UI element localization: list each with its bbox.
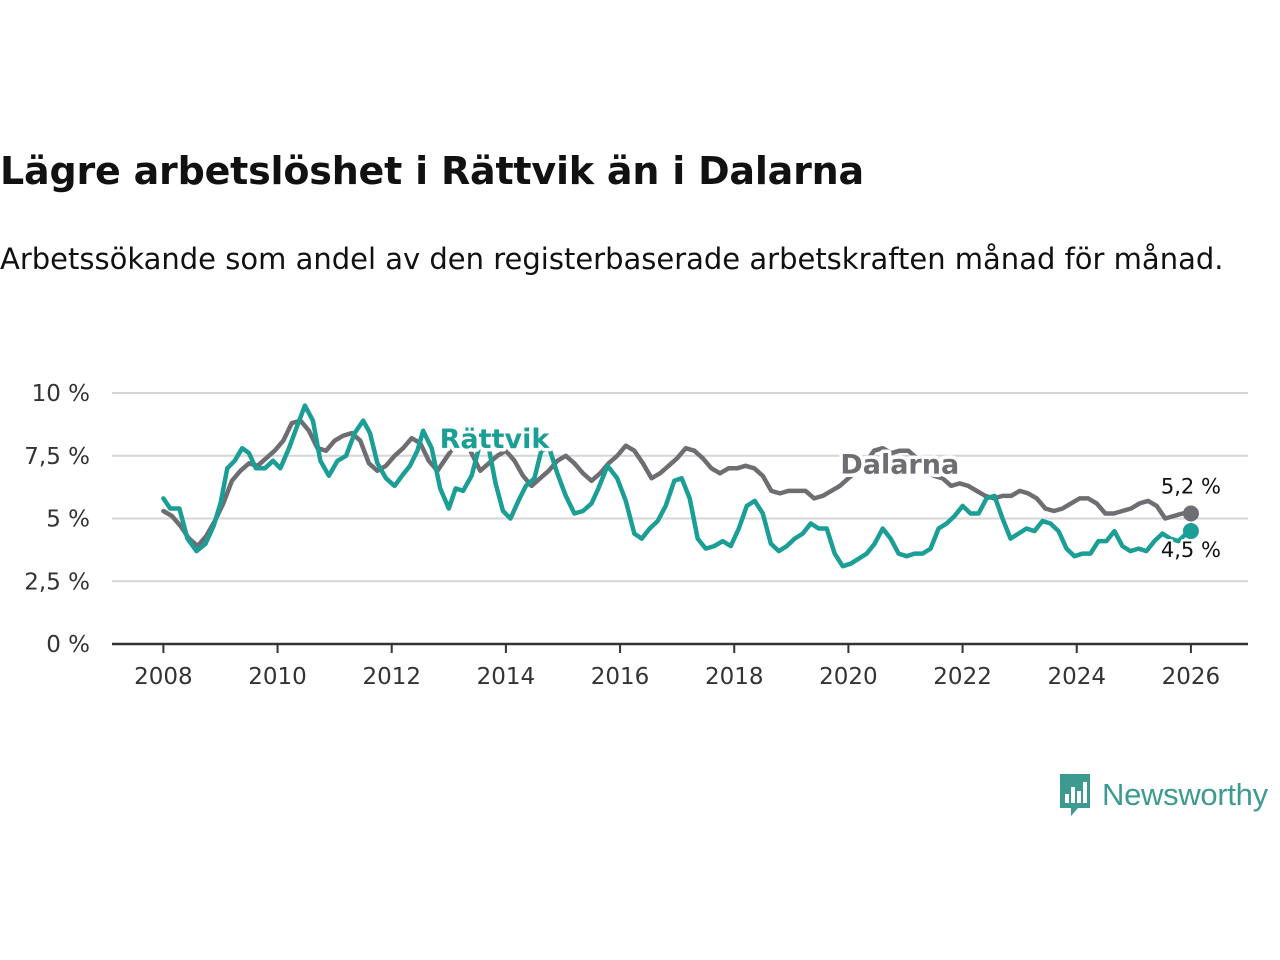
x-tick-label: 2020	[819, 664, 878, 690]
x-tick-label: 2024	[1047, 664, 1106, 690]
y-tick-label: 0 %	[46, 632, 90, 658]
y-tick-label: 2,5 %	[24, 569, 90, 595]
y-tick-label: 7,5 %	[24, 444, 90, 470]
x-tick-label: 2022	[933, 664, 992, 690]
chart-subtitle: Arbetssökande som andel av den registerb…	[0, 242, 1224, 276]
series-line-dalarna	[161, 418, 1194, 549]
label-layer: 0 % 2,5 % 5 % 7,5 % 10 % 2008 2010 2012 2014 2016…	[24, 381, 1223, 690]
newsworthy-brand: Newsworthy	[1058, 772, 1268, 818]
brand-name: Newsworthy	[1102, 777, 1268, 812]
x-tick-label: 2014	[477, 664, 536, 690]
x-tick-label: 2010	[248, 664, 307, 690]
y-tick-label: 10 %	[32, 381, 90, 407]
end-value-label-rättvik: 4,5 %	[1161, 538, 1221, 562]
series-label-rättvik: Rättvik	[440, 424, 551, 455]
x-tick-label: 2012	[362, 664, 421, 690]
y-tick-label: 5 %	[46, 507, 90, 533]
series-layer	[161, 403, 1199, 569]
x-tick-label: 2026	[1162, 664, 1221, 690]
series-label-dalarna: Dalarna	[840, 449, 959, 480]
end-marker-rättvik	[1182, 523, 1199, 540]
line-chart: 0 % 2,5 % 5 % 7,5 % 10 % 2008 2010 2012 2014 2016…	[24, 381, 1248, 690]
newsworthy-logo-icon	[1060, 774, 1090, 816]
x-tick-label: 2008	[134, 664, 193, 690]
end-marker-dalarna	[1182, 505, 1199, 522]
series-line-rättvik	[161, 403, 1194, 569]
x-tick-label: 2018	[705, 664, 764, 690]
chart-title: Lägre arbetslöshet i Rättvik än i Dalarn…	[0, 149, 864, 193]
grid-layer	[112, 392, 1248, 653]
end-value-label-dalarna: 5,2 %	[1161, 474, 1221, 498]
x-tick-label: 2016	[591, 664, 650, 690]
